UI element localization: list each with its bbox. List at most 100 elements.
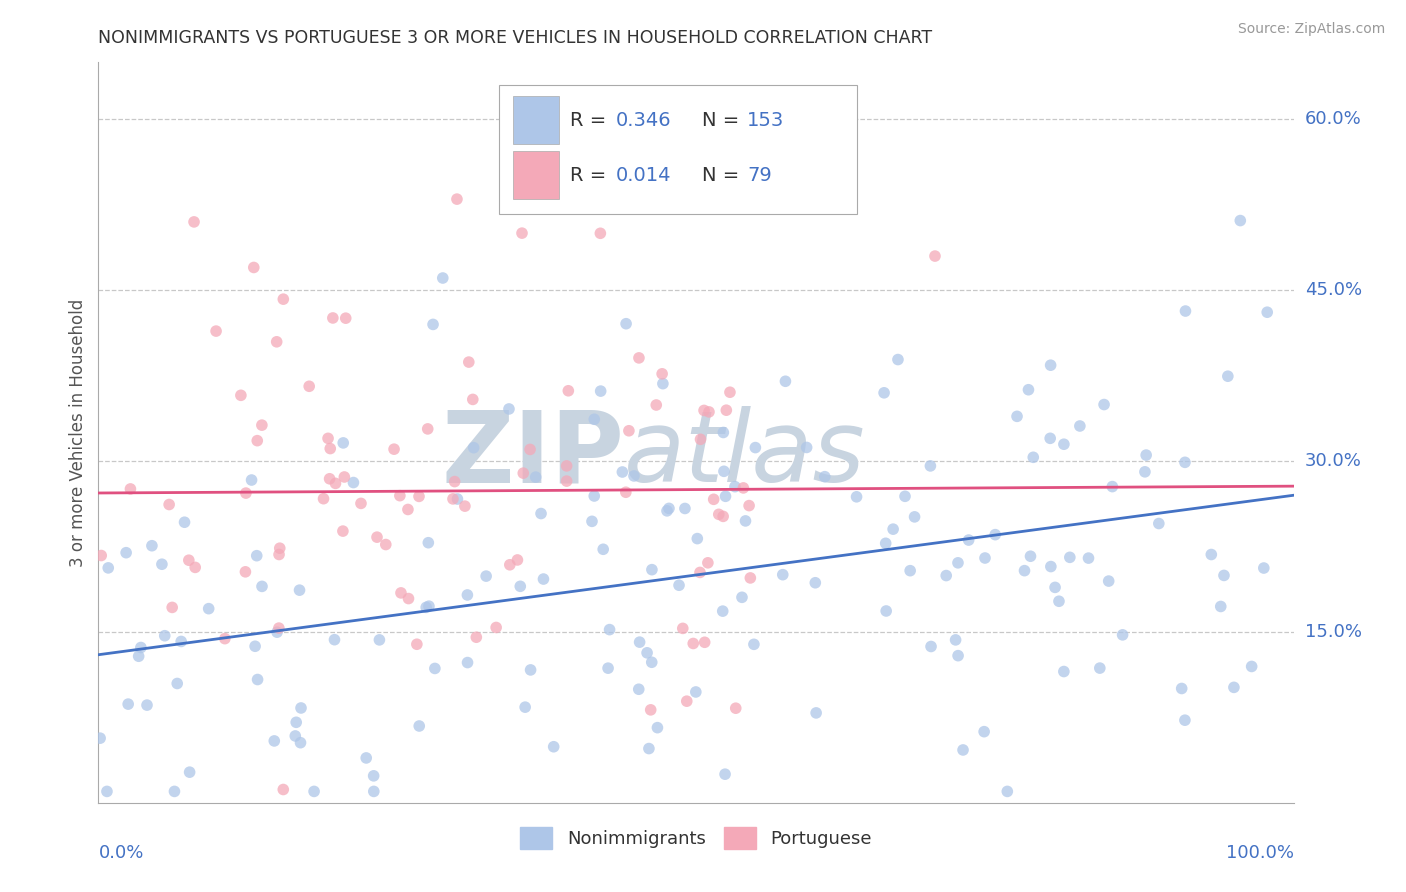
- Point: [713, 464, 735, 478]
- Point: [246, 549, 269, 563]
- Point: [689, 432, 711, 446]
- Point: [214, 632, 236, 646]
- Point: [589, 227, 612, 241]
- Point: [596, 661, 619, 675]
- Point: [581, 514, 603, 528]
- Point: [1005, 409, 1028, 424]
- Point: [441, 491, 464, 506]
- Point: [882, 522, 904, 536]
- Point: [703, 492, 725, 507]
- Point: [675, 694, 697, 708]
- Point: [97, 561, 120, 575]
- FancyBboxPatch shape: [513, 152, 558, 200]
- Point: [1098, 574, 1121, 588]
- Point: [617, 424, 640, 438]
- Point: [718, 385, 741, 400]
- Point: [555, 458, 578, 473]
- Point: [814, 469, 837, 483]
- Point: [1088, 661, 1111, 675]
- Point: [711, 509, 734, 524]
- Point: [284, 729, 307, 743]
- Text: NONIMMIGRANTS VS PORTUGUESE 3 OR MORE VEHICLES IN HOUSEHOLD CORRELATION CHART: NONIMMIGRANTS VS PORTUGUESE 3 OR MORE VE…: [98, 29, 932, 47]
- Point: [641, 655, 664, 669]
- Point: [733, 481, 755, 495]
- Point: [235, 486, 257, 500]
- Point: [583, 489, 606, 503]
- Point: [952, 743, 974, 757]
- Legend: Nonimmigrants, Portuguese: Nonimmigrants, Portuguese: [513, 821, 879, 856]
- Text: 0.346: 0.346: [616, 111, 672, 129]
- Point: [772, 567, 794, 582]
- Point: [418, 535, 440, 549]
- Point: [612, 465, 634, 479]
- Point: [744, 441, 766, 455]
- Point: [946, 556, 969, 570]
- Point: [368, 632, 391, 647]
- Point: [1014, 564, 1036, 578]
- Point: [463, 441, 485, 455]
- Text: 15.0%: 15.0%: [1305, 623, 1361, 641]
- Point: [714, 767, 737, 781]
- Point: [627, 351, 650, 365]
- Point: [325, 476, 347, 491]
- Point: [302, 784, 325, 798]
- Point: [128, 649, 150, 664]
- Point: [229, 388, 252, 402]
- Point: [707, 508, 730, 522]
- Point: [423, 661, 446, 675]
- Point: [599, 623, 621, 637]
- Point: [323, 632, 346, 647]
- Point: [263, 734, 285, 748]
- Point: [115, 546, 138, 560]
- Point: [150, 558, 173, 572]
- Point: [250, 418, 273, 433]
- Point: [160, 600, 183, 615]
- Point: [731, 591, 754, 605]
- Point: [543, 739, 565, 754]
- Point: [166, 676, 188, 690]
- Point: [974, 551, 997, 566]
- Point: [592, 542, 614, 557]
- Point: [1101, 480, 1123, 494]
- Point: [645, 398, 668, 412]
- Point: [1069, 419, 1091, 434]
- Point: [266, 625, 288, 640]
- Point: [628, 635, 651, 649]
- Point: [995, 784, 1018, 798]
- Text: N =: N =: [702, 166, 745, 186]
- Point: [1077, 551, 1099, 566]
- Point: [796, 441, 818, 455]
- Point: [250, 579, 273, 593]
- Point: [475, 569, 498, 583]
- Point: [724, 480, 747, 494]
- Point: [685, 685, 707, 699]
- Point: [179, 765, 201, 780]
- Point: [697, 405, 720, 419]
- Point: [465, 630, 488, 644]
- Point: [382, 442, 405, 457]
- Point: [711, 425, 734, 440]
- Point: [89, 731, 111, 746]
- Point: [693, 403, 716, 417]
- Point: [714, 489, 737, 503]
- Point: [235, 565, 257, 579]
- Text: 0.0%: 0.0%: [98, 844, 143, 862]
- Point: [157, 498, 180, 512]
- Point: [170, 634, 193, 648]
- Point: [1019, 549, 1042, 564]
- Point: [374, 537, 396, 551]
- Point: [738, 499, 761, 513]
- Point: [945, 632, 967, 647]
- Point: [1229, 213, 1251, 227]
- Point: [332, 436, 354, 450]
- Text: 0.014: 0.014: [616, 166, 672, 186]
- Point: [285, 715, 308, 730]
- Point: [641, 563, 664, 577]
- Point: [405, 637, 427, 651]
- Point: [319, 442, 342, 456]
- Point: [524, 470, 547, 484]
- Point: [555, 474, 578, 488]
- Point: [636, 646, 658, 660]
- Point: [141, 539, 163, 553]
- Point: [163, 784, 186, 798]
